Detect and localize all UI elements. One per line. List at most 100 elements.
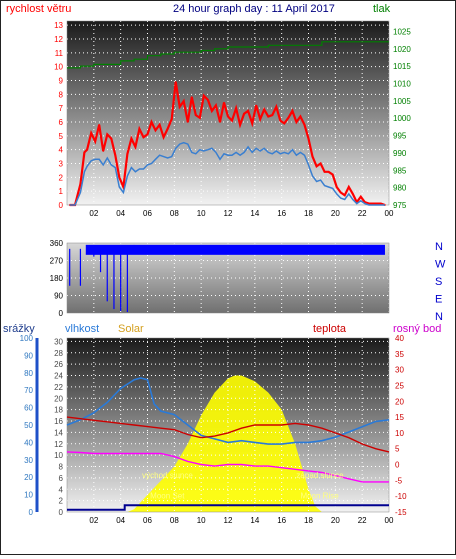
wind-x-tick: 22	[358, 209, 367, 218]
moonset-label: Moon Set	[150, 491, 185, 500]
sunset-label: západ slunce	[296, 471, 344, 480]
pressure-y-tick: 1025	[393, 27, 411, 36]
pressure-y-ticks: 975 980 985 990 995 1000 1005 1010 1015 1020 1025	[393, 27, 411, 210]
wind-speed-point	[98, 123, 100, 126]
wind-y-tick: 8	[59, 90, 64, 99]
rain-y-tick: 100	[20, 334, 34, 343]
wind-speed-point	[259, 118, 262, 121]
wind-speed-point	[190, 96, 193, 98]
wind-speed-point	[182, 100, 185, 103]
solar-y-tick: 22	[54, 383, 63, 392]
wind-x-tick: 10	[197, 209, 206, 218]
wind-y-tick: 5	[59, 132, 64, 141]
wind-speed-point	[102, 150, 105, 152]
wind-speed-point	[223, 101, 225, 104]
direction-y-tick: 270	[50, 257, 64, 266]
temperature-y-tick: 20	[395, 397, 404, 406]
pressure-y-tick: 980	[393, 184, 407, 193]
solar-y-tick: 2	[59, 497, 64, 506]
climate-x-tick: 06	[143, 516, 152, 525]
wind-speed-point	[122, 186, 125, 188]
wind-speed-point	[195, 114, 197, 116]
climate-x-tick: 14	[250, 516, 259, 525]
wind-speed-point	[368, 202, 370, 205]
wind-speed-point	[339, 191, 342, 194]
solar-y-tick: 24	[54, 372, 63, 381]
wind-speed-point	[315, 165, 318, 168]
wind-speed-point	[299, 115, 302, 118]
pressure-axis-title: tlak	[373, 3, 391, 15]
wind-speed-point	[331, 173, 334, 176]
wind-speed-point	[162, 136, 165, 139]
wind-speed-point	[211, 110, 213, 112]
wind-speed-point	[118, 176, 121, 179]
wind-speed-point	[79, 183, 82, 186]
wind-y-tick: 11	[55, 49, 64, 58]
temperature-axis-title: teplota	[313, 323, 347, 335]
temperature-y-tick: 35	[395, 350, 404, 359]
wind-speed-point	[271, 114, 274, 116]
wind-speed-point	[106, 133, 109, 136]
temperature-y-tick: 15	[395, 413, 404, 422]
solar-y-tick: 20	[54, 394, 63, 403]
rain-y-tick: 80	[24, 369, 33, 378]
wind-speed-point	[291, 110, 294, 112]
temperature-y-ticks: -15 -10 -5 0 5 10 15 20 25 30 35 40	[395, 334, 407, 517]
climate-x-tick: 12	[224, 516, 233, 525]
compass-label: W	[435, 259, 446, 271]
temperature-line	[66, 416, 390, 453]
direction-plot-border	[66, 242, 390, 314]
climate-x-tick: 16	[277, 516, 286, 525]
solar-y-tick: 18	[54, 406, 63, 415]
temperature-y-tick: 40	[395, 334, 404, 343]
wind-speed-point	[295, 121, 298, 123]
dewpoint-series	[66, 451, 389, 483]
solar-y-tick: 26	[54, 360, 63, 369]
wind-speed-point	[134, 146, 137, 148]
solar-y-tick: 14	[54, 428, 63, 437]
direction-y-tick: 180	[50, 274, 64, 283]
moon-line	[67, 504, 389, 511]
wind-speed-point	[267, 115, 270, 118]
temperature-y-tick: 5	[395, 445, 400, 454]
wind-speed-point	[263, 108, 266, 111]
rain-y-tick: 40	[24, 438, 33, 447]
wind-speed-point	[372, 202, 374, 205]
temperature-y-tick: 0	[395, 461, 400, 470]
compass-label: S	[435, 276, 442, 288]
wind-speed-point	[251, 122, 253, 125]
solar-y-tick: 12	[54, 440, 63, 449]
moonrise-label: Moon Rise	[300, 491, 339, 500]
wind-x-tick: 08	[170, 209, 179, 218]
solar-y-tick: 30	[54, 337, 63, 346]
wind-x-tick: 16	[277, 209, 286, 218]
wind-speed-point	[110, 137, 113, 140]
wind-speed-point	[279, 119, 282, 122]
temperature-y-tick: -5	[395, 476, 403, 485]
compass-label: N	[435, 241, 443, 253]
wind-speed-point	[154, 129, 157, 132]
wind-x-tick: 06	[143, 209, 152, 218]
wind-y-tick: 12	[54, 35, 63, 44]
wind-y-tick: 7	[59, 104, 64, 113]
dewpoint-line	[66, 451, 389, 483]
temperature-series	[66, 416, 390, 453]
wind-speed-point	[275, 105, 278, 108]
wind-speed-point	[130, 137, 133, 140]
rain-y-tick: 0	[29, 508, 34, 517]
wind-y-tick: 6	[59, 118, 64, 127]
humidity-axis-title: vlhkost	[65, 323, 99, 335]
solar-series	[127, 375, 322, 512]
wind-gust-line	[69, 141, 385, 206]
compass-label: E	[435, 294, 442, 306]
climate-grid	[66, 337, 390, 513]
wind-speed-axis-title: rychlost větru	[6, 3, 71, 15]
direction-y-tick: 360	[50, 239, 64, 248]
solar-y-tick: 16	[54, 417, 63, 426]
rain-y-tick: 30	[24, 456, 33, 465]
wind-speed-point	[227, 115, 229, 118]
temperature-y-tick: -15	[395, 508, 407, 517]
climate-x-tick: 00	[385, 516, 394, 525]
wind-speed-point	[360, 195, 362, 198]
